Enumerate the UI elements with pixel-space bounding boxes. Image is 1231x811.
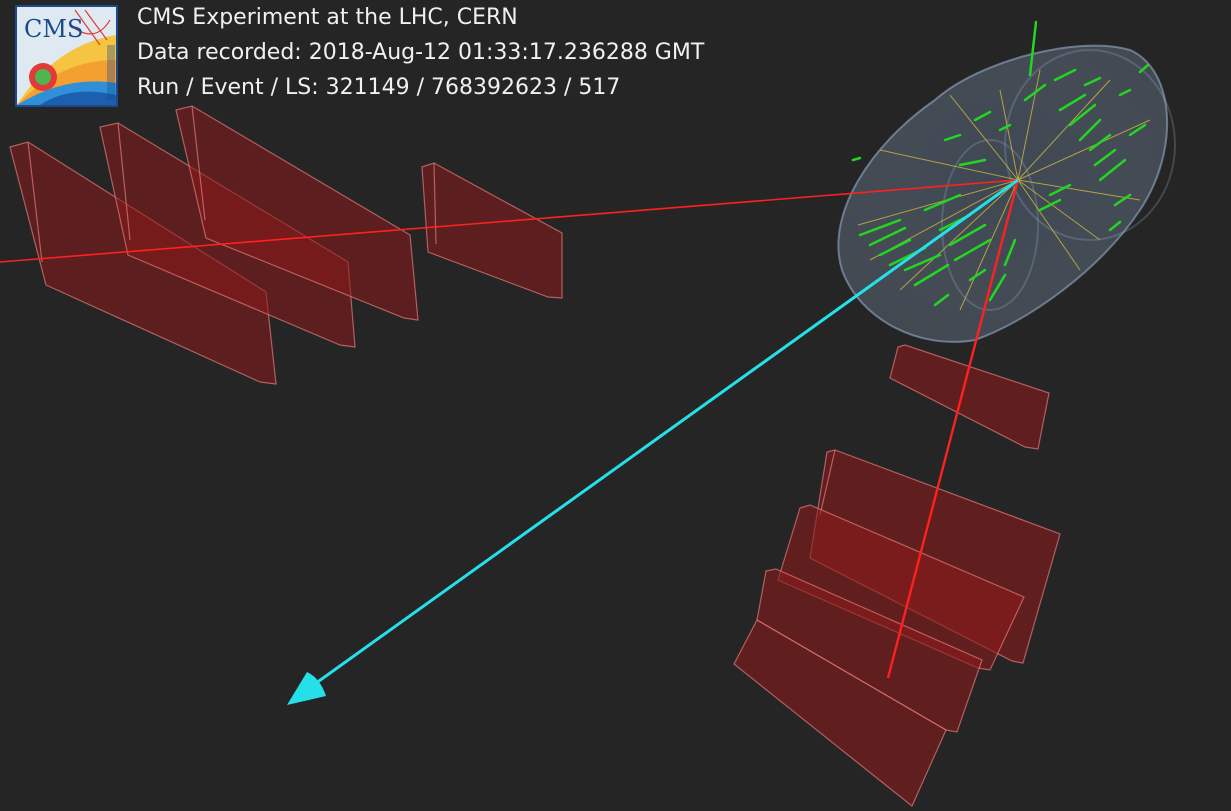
muon-chambers-right (733, 344, 1061, 807)
muon-track (0, 179, 1019, 263)
logo-text: CMS (24, 15, 83, 43)
run-event-info: Run / Event / LS: 321149 / 768392623 / 5… (137, 75, 621, 100)
muon-chambers-left (9, 105, 563, 385)
muon-tracks (0, 179, 1020, 679)
tracker-tracks (857, 69, 1151, 311)
event-title: CMS Experiment at the LHC, CERN (137, 5, 518, 30)
recorded-timestamp: Data recorded: 2018-Aug-12 01:33:17.2362… (137, 40, 705, 65)
muon-chamber (889, 344, 1050, 450)
cms-logo: CMS (15, 5, 118, 107)
tracker-inner-layer (941, 139, 1039, 311)
met-arrow (287, 178, 1019, 705)
muon-chamber (421, 162, 563, 299)
muon-chamber-edge (191, 105, 206, 221)
muon-chamber (733, 619, 947, 807)
tracker-endcap (1004, 49, 1176, 241)
tracker-hits (851, 20, 1150, 307)
muon-chamber-edge (117, 122, 131, 241)
arrow-head-icon (287, 672, 326, 705)
tracker-volume (837, 44, 1176, 343)
muon-chamber-edge (819, 449, 836, 516)
muon-chamber-edge (433, 162, 437, 245)
muon-track (886, 179, 1020, 679)
muon-chamber-edge (27, 141, 43, 263)
